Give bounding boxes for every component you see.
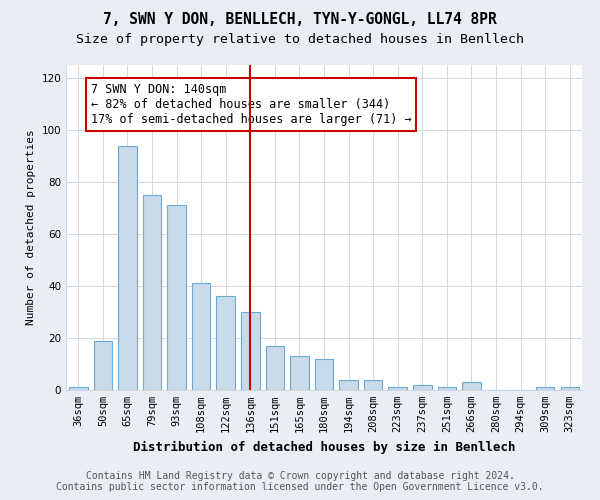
Bar bbox=[290, 356, 308, 390]
Bar bbox=[143, 195, 161, 390]
Text: 7 SWN Y DON: 140sqm
← 82% of detached houses are smaller (344)
17% of semi-detac: 7 SWN Y DON: 140sqm ← 82% of detached ho… bbox=[91, 83, 411, 126]
Bar bbox=[192, 284, 211, 390]
Bar bbox=[536, 388, 554, 390]
Bar bbox=[266, 346, 284, 390]
Bar bbox=[560, 388, 579, 390]
Bar bbox=[241, 312, 260, 390]
Y-axis label: Number of detached properties: Number of detached properties bbox=[26, 130, 36, 326]
Bar bbox=[462, 382, 481, 390]
Bar bbox=[217, 296, 235, 390]
Bar bbox=[94, 340, 112, 390]
Bar bbox=[389, 388, 407, 390]
Text: Contains HM Land Registry data © Crown copyright and database right 2024.
Contai: Contains HM Land Registry data © Crown c… bbox=[56, 471, 544, 492]
X-axis label: Distribution of detached houses by size in Benllech: Distribution of detached houses by size … bbox=[133, 440, 515, 454]
Bar bbox=[167, 206, 186, 390]
Bar bbox=[437, 388, 456, 390]
Bar bbox=[340, 380, 358, 390]
Text: 7, SWN Y DON, BENLLECH, TYN-Y-GONGL, LL74 8PR: 7, SWN Y DON, BENLLECH, TYN-Y-GONGL, LL7… bbox=[103, 12, 497, 28]
Bar bbox=[413, 385, 431, 390]
Bar bbox=[69, 388, 88, 390]
Bar bbox=[315, 359, 333, 390]
Text: Size of property relative to detached houses in Benllech: Size of property relative to detached ho… bbox=[76, 32, 524, 46]
Bar bbox=[364, 380, 382, 390]
Bar bbox=[118, 146, 137, 390]
